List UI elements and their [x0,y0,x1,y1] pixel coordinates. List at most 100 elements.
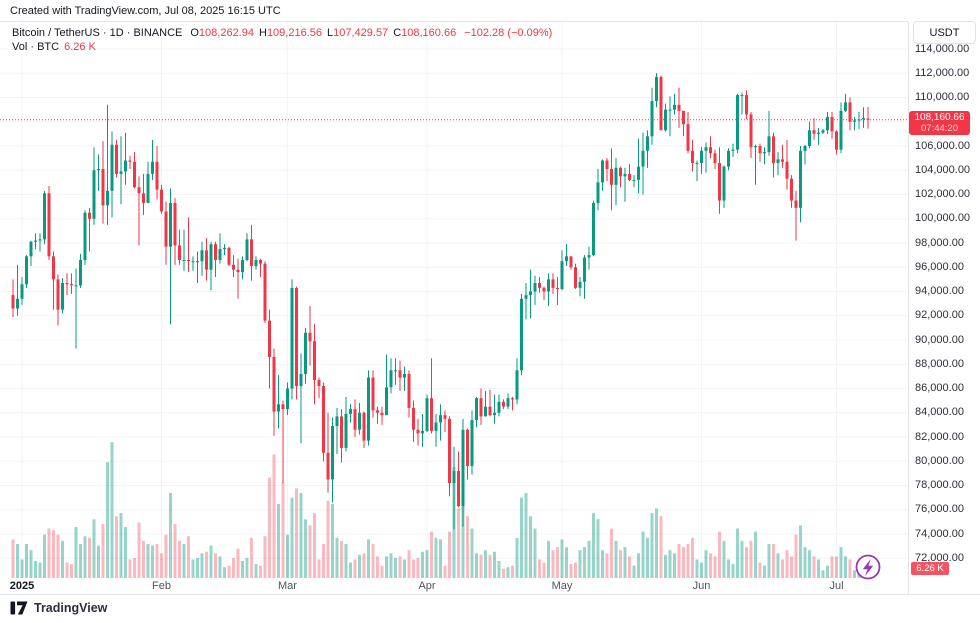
candle-body [101,169,105,206]
volume-bar [718,531,721,578]
candle-body [250,239,253,267]
candle-body [29,241,33,257]
volume-bar [457,508,460,578]
candle-body [659,76,663,131]
candle-body [452,470,456,484]
volume-bar [664,554,667,578]
candle-body [457,470,460,507]
volume-bar [155,544,159,578]
price-axis-tick: 112,000.00 [915,66,970,79]
volume-bar [542,562,546,578]
price-axis[interactable]: USDT 114,000.00112,000.00110,000.00108,0… [908,21,980,594]
current-volume-label: 6.26 K [911,562,949,575]
volume-bar [722,540,726,578]
volume-bar [592,513,595,578]
candle-body [389,370,393,388]
candle-body [88,212,91,219]
candle-body [259,259,262,264]
volume-bar [421,551,424,578]
volume-bar [245,557,249,578]
volume-bar [835,556,838,578]
candle-body [502,401,505,407]
candle-body [124,160,127,172]
candle-body [47,193,51,257]
candle-body [803,146,807,151]
time-axis[interactable]: 2025 Feb Mar Apr May Jun Jul [0,578,908,594]
volume-bar [574,562,577,578]
volume-bar [376,556,379,578]
volume-bar [556,547,559,578]
volume-bar [160,553,163,578]
volume-bar [223,567,226,578]
volume-bar [551,550,555,578]
volume-bar [691,537,694,578]
candle-body [83,212,87,260]
volume-bar [830,556,834,578]
price-axis-tick: 90,000.00 [915,333,964,346]
candle-body [340,416,343,448]
candle-body [25,256,28,285]
volume-bar [70,564,73,578]
candle-body [628,173,631,180]
volume-bar [736,528,739,578]
candle-body [763,152,766,154]
volume-bar [686,544,690,578]
volume-bar [173,523,177,578]
volume-bar [745,547,748,578]
volume-bar [632,565,636,578]
volume-bar [601,550,604,578]
candle-body [713,153,717,163]
volume-bar [263,536,267,578]
volume-bar [515,537,519,578]
volume-bar [214,553,217,578]
candle-body [812,130,816,134]
candle-body [218,249,222,260]
candle-body [182,259,186,261]
currency-toggle-button[interactable]: USDT [913,21,976,44]
candle-body [718,162,721,201]
candle-body [475,398,478,421]
candle-body [691,150,694,163]
candle-body [65,283,69,285]
candle-body [623,173,627,177]
volume-bar [277,503,280,578]
volume-bar [259,565,262,578]
volume-bar [578,550,582,578]
volume-bar [169,493,172,578]
volume-bar [56,534,60,578]
volume-bar [74,527,78,578]
price-axis-tick: 88,000.00 [915,357,964,370]
volume-bar [520,497,523,578]
volume-bar [754,531,757,578]
symbol-title[interactable]: Bitcoin / TetherUS · 1D · BINANCE [12,27,183,39]
volume-bar [367,539,370,578]
candle-body [394,370,397,372]
volume-bar [11,539,15,578]
time-axis-tick: Mar [278,580,297,592]
candle-body [704,147,708,151]
candle-body [605,160,609,170]
time-axis-tick: Apr [418,580,436,592]
volume-bar [371,544,375,578]
volume-bar [236,548,240,578]
volume-bar [110,442,114,578]
volume-bar [151,545,154,578]
candle-body [862,118,865,120]
candle-body [583,257,586,282]
candle-body [844,102,847,111]
volume-bar [308,525,312,578]
volume-bar [619,550,622,578]
candle-body [542,287,546,292]
volume-bar [839,547,843,578]
candle-body [569,256,573,268]
volume-bar [776,553,780,578]
time-axis-tick: May [551,580,573,592]
tradingview-brand-link[interactable]: TradingView [34,601,108,615]
change-value: −102.28 (−0.09%) [464,27,553,39]
candle-body [187,259,190,262]
candle-body [808,130,811,146]
candle-body [830,116,834,132]
lightning-bolt-icon[interactable] [862,558,874,577]
candle-body [443,415,447,419]
